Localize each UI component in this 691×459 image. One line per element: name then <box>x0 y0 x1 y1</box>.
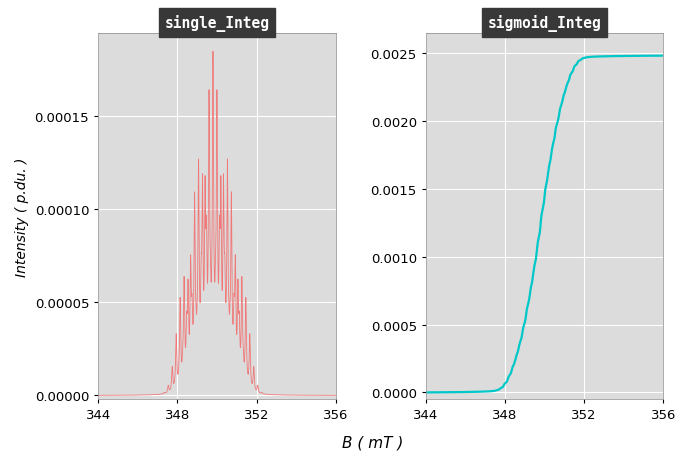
Title: sigmoid_Integ: sigmoid_Integ <box>488 15 601 32</box>
Y-axis label: Intensity ( p.du. ): Intensity ( p.du. ) <box>15 157 29 276</box>
Text: B ( mT ): B ( mT ) <box>343 435 404 450</box>
Title: single_Integ: single_Integ <box>164 15 269 32</box>
